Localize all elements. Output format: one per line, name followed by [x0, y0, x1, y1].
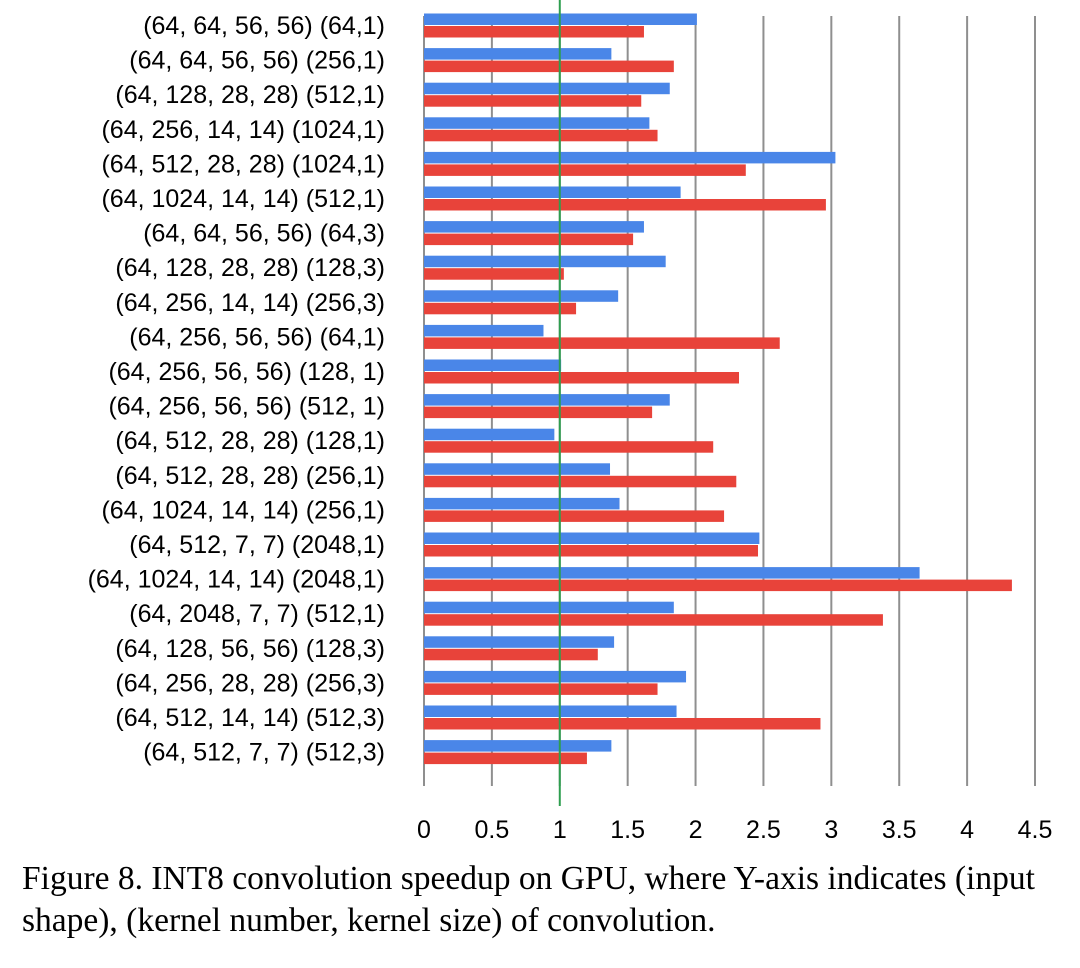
red-bar [424, 648, 598, 661]
blue-bar [424, 428, 555, 441]
x-tick-label: 1.5 [610, 816, 645, 844]
blue-bar [424, 151, 836, 164]
blue-bar [424, 394, 670, 406]
category-label: (64, 1024, 14, 14) (512,1) [101, 185, 385, 213]
category-label: (64, 64, 56, 56) (64,1) [143, 12, 385, 40]
figure-caption: Figure 8. INT8 convolution speedup on GP… [22, 860, 1035, 939]
category-label: (64, 128, 56, 56) (128,3) [115, 635, 385, 663]
blue-bar [424, 82, 670, 95]
category-label: (64, 512, 28, 28) (1024,1) [101, 150, 385, 178]
blue-bar [424, 670, 687, 683]
blue-bar [424, 290, 619, 302]
category-label: (64, 256, 56, 56) (64,1) [129, 323, 385, 351]
x-tick-label: 2.5 [746, 816, 781, 844]
category-label: (64, 64, 56, 56) (256,1) [129, 47, 385, 75]
speedup-bar-chart: (64, 64, 56, 56) (64,1) (64, 64, 56, 56) … [88, 0, 1052, 844]
category-label: (64, 512, 7, 7) (2048,1) [129, 531, 385, 559]
category-label: (64, 128, 28, 28) (128,3) [115, 254, 385, 282]
bars [424, 13, 1012, 765]
red-bar [424, 268, 564, 280]
category-label: (64, 128, 28, 28) (512,1) [115, 81, 385, 109]
red-bar [424, 95, 642, 107]
blue-bar [424, 221, 644, 233]
x-tick-label: 1 [553, 816, 567, 844]
red-bar [424, 60, 674, 73]
red-bar [424, 164, 746, 176]
category-label: (64, 256, 14, 14) (1024,1) [101, 116, 385, 144]
category-label: (64, 2048, 7, 7) (512,1) [129, 600, 385, 628]
category-label: (64, 512, 7, 7) (512,3) [143, 739, 385, 767]
category-label: (64, 512, 14, 14) (512,3) [115, 704, 385, 732]
category-label: (64, 1024, 14, 14) (256,1) [101, 496, 385, 524]
category-label: (64, 1024, 14, 14) (2048,1) [88, 566, 385, 594]
category-label: (64, 256, 56, 56) (512, 1) [108, 393, 385, 421]
blue-bar [424, 359, 562, 371]
x-axis-tick-labels: 0 0.5 1 1.5 2 2.5 3 3.5 4 4.5 [417, 816, 1052, 844]
category-label: (64, 256, 28, 28) (256,3) [115, 669, 385, 697]
x-tick-label: 0 [417, 816, 431, 844]
category-label: (64, 256, 14, 14) (256,3) [115, 289, 385, 317]
blue-bar [424, 740, 612, 752]
red-bar [424, 752, 587, 765]
red-bar [424, 441, 714, 453]
blue-bar [424, 117, 650, 129]
red-bar [424, 579, 1012, 592]
blue-bar [424, 567, 920, 579]
red-bar [424, 683, 658, 695]
red-bar [424, 199, 826, 211]
category-labels: (64, 64, 56, 56) (64,1) (64, 64, 56, 56) … [88, 12, 385, 767]
red-bar [424, 129, 658, 142]
x-tick-label: 0.5 [475, 816, 510, 844]
red-bar [424, 302, 577, 315]
blue-bar [424, 497, 620, 510]
red-bar [424, 510, 725, 522]
red-bar [424, 718, 821, 730]
blue-bar [424, 532, 760, 544]
red-bar [424, 475, 737, 488]
red-bar [424, 545, 759, 557]
red-bar [424, 233, 634, 246]
x-tick-label: 4.5 [1018, 816, 1053, 844]
red-bar [424, 372, 740, 384]
blue-bar [424, 186, 681, 198]
red-bar [424, 406, 653, 419]
blue-bar [424, 463, 611, 475]
blue-bar [424, 705, 677, 717]
red-bar [424, 614, 883, 626]
category-label: (64, 256, 56, 56) (128, 1) [108, 358, 385, 386]
category-label: (64, 64, 56, 56) (64,3) [143, 220, 385, 248]
blue-bar [424, 324, 544, 337]
category-label: (64, 512, 28, 28) (256,1) [115, 462, 385, 490]
blue-bar [424, 636, 615, 648]
x-tick-label: 2 [689, 816, 703, 844]
category-label: (64, 512, 28, 28) (128,1) [115, 427, 385, 455]
red-bar [424, 26, 644, 38]
x-tick-label: 4 [960, 816, 974, 844]
blue-bar [424, 255, 666, 268]
x-tick-label: 3 [824, 816, 838, 844]
blue-bar [424, 48, 612, 60]
x-tick-label: 3.5 [882, 816, 917, 844]
red-bar [424, 337, 780, 349]
blue-bar [424, 601, 674, 614]
